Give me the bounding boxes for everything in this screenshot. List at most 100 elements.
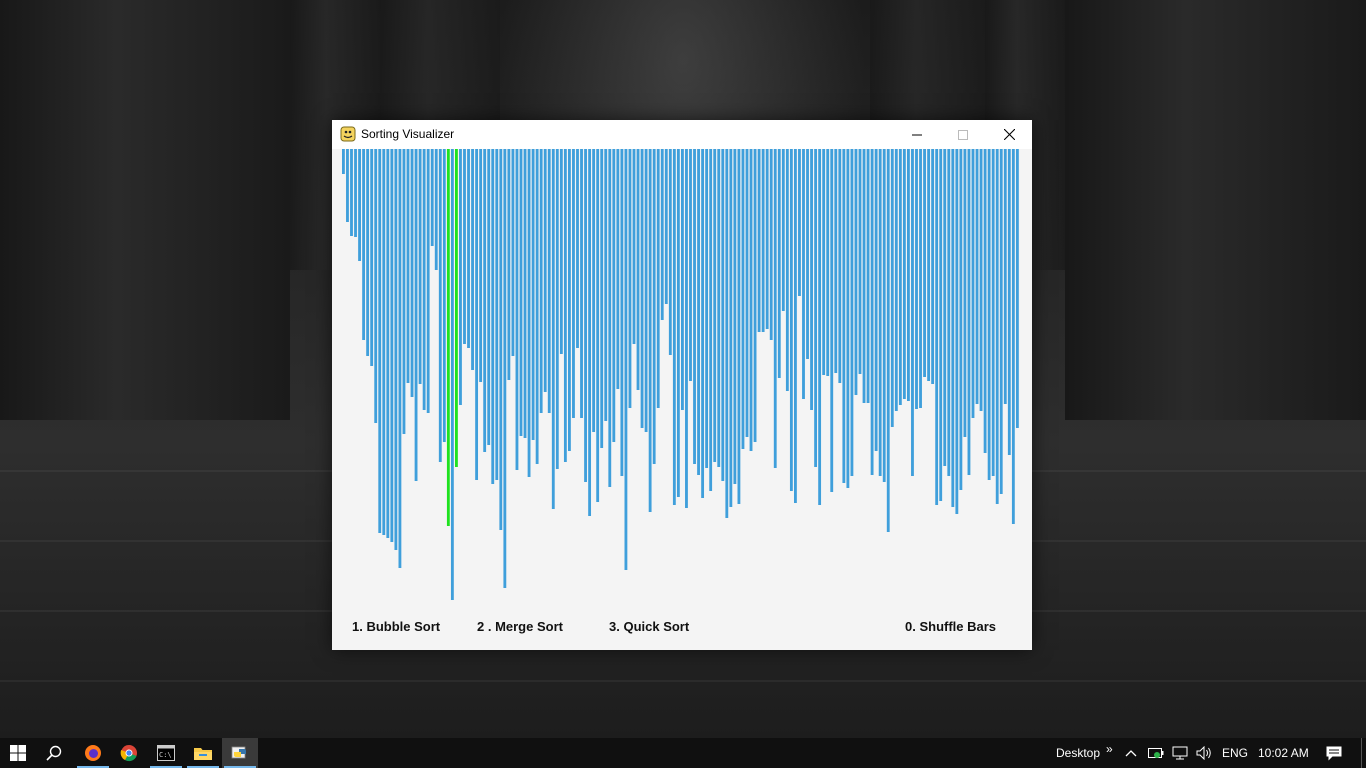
show-desktop-button[interactable]	[1361, 738, 1366, 768]
value-bar	[717, 149, 721, 467]
value-bar	[430, 149, 434, 246]
value-bar	[846, 149, 850, 488]
value-bar	[701, 149, 705, 498]
value-bar	[1011, 149, 1015, 524]
value-bar	[390, 149, 394, 542]
value-bar	[765, 149, 769, 329]
value-bar	[604, 149, 608, 421]
value-bar	[386, 149, 390, 538]
value-bar	[854, 149, 858, 395]
value-bar	[531, 149, 535, 440]
value-bar	[382, 149, 386, 535]
value-bar	[789, 149, 793, 491]
value-bar	[979, 149, 983, 411]
chrome-icon	[120, 745, 137, 762]
value-bar	[342, 149, 345, 174]
value-bar	[858, 149, 862, 374]
merge-sort-option[interactable]: 2 . Merge Sort	[477, 619, 563, 634]
show-hidden-icons-button[interactable]	[1120, 738, 1142, 768]
firefox-icon	[85, 745, 101, 761]
value-bar	[672, 149, 676, 505]
window-titlebar[interactable]: Sorting Visualizer	[332, 120, 1032, 149]
value-bar	[442, 149, 446, 442]
value-bar	[640, 149, 644, 428]
clock-time[interactable]: 10:02 AM	[1258, 746, 1309, 760]
bars-area	[342, 149, 1019, 600]
value-bar	[467, 149, 470, 348]
value-bar	[608, 149, 612, 487]
value-bar	[911, 149, 914, 476]
search-button[interactable]	[36, 738, 72, 768]
value-bar	[632, 149, 636, 344]
network-tray-button[interactable]	[1168, 738, 1192, 768]
maximize-button[interactable]	[940, 120, 986, 149]
start-button[interactable]	[0, 738, 36, 768]
desktop-toolbar-label[interactable]: Desktop	[1056, 746, 1101, 760]
bubble-sort-option[interactable]: 1. Bubble Sort	[352, 619, 441, 634]
value-bar	[681, 149, 684, 410]
value-bar	[963, 149, 967, 437]
value-bar	[685, 149, 688, 508]
quick-sort-option[interactable]: 3. Quick Sort	[609, 619, 690, 634]
value-bar	[955, 149, 959, 514]
value-bar	[362, 149, 366, 340]
value-bar	[450, 149, 454, 600]
action-center-button[interactable]	[1316, 738, 1352, 768]
battery-charging-icon	[1148, 748, 1164, 758]
input-language[interactable]: ENG	[1222, 746, 1249, 760]
value-bar	[584, 149, 587, 482]
highlighted-bar	[455, 149, 458, 467]
value-bar	[931, 149, 935, 384]
value-bar	[479, 149, 483, 382]
value-bar	[987, 149, 991, 480]
value-bar	[426, 149, 430, 413]
close-button[interactable]	[986, 120, 1032, 149]
value-bar	[971, 149, 975, 418]
taskbar-app-terminal[interactable]: C:\	[148, 738, 184, 768]
battery-tray-button[interactable]	[1144, 738, 1168, 768]
value-bar	[519, 149, 523, 436]
svg-text:C:\: C:\	[159, 751, 172, 759]
value-bar	[366, 149, 370, 356]
taskbar-app-firefox[interactable]	[75, 738, 111, 768]
value-bar	[761, 149, 765, 332]
window-title: Sorting Visualizer	[361, 127, 455, 141]
wallpaper-floor-line	[0, 680, 1366, 682]
value-bar	[592, 149, 596, 432]
value-bar	[939, 149, 943, 501]
toolbar-chevron[interactable]: »	[1106, 742, 1113, 756]
value-bar	[354, 149, 357, 237]
sorting-visualizer-window[interactable]: Sorting Visualizer 1. Bubble Sort 2 . Me…	[332, 120, 1032, 650]
visualizer-canvas[interactable]: 1. Bubble Sort 2 . Merge Sort 3. Quick S…	[332, 149, 1032, 650]
value-bar	[616, 149, 620, 389]
value-bar	[773, 149, 777, 468]
value-bar	[689, 149, 692, 381]
value-bar	[729, 149, 733, 507]
value-bar	[620, 149, 624, 476]
taskbar-app-python[interactable]	[222, 738, 258, 768]
value-bar	[838, 149, 842, 383]
value-bar	[664, 149, 668, 304]
value-bar	[580, 149, 583, 418]
value-bar	[753, 149, 757, 442]
value-bar	[870, 149, 874, 475]
running-indicator	[187, 766, 219, 768]
value-bar	[818, 149, 822, 505]
value-bar	[721, 149, 725, 481]
shuffle-bars-option[interactable]: 0. Shuffle Bars	[905, 619, 997, 634]
value-bar	[866, 149, 870, 403]
value-bar	[559, 149, 563, 354]
value-bar	[882, 149, 886, 482]
taskbar-app-chrome[interactable]	[111, 738, 147, 768]
volume-tray-button[interactable]	[1192, 738, 1216, 768]
python-icon	[231, 746, 246, 759]
value-bar	[624, 149, 628, 570]
minimize-button[interactable]	[894, 120, 940, 149]
value-bar	[915, 149, 918, 409]
search-icon	[46, 745, 62, 761]
taskbar-app-file-explorer[interactable]	[185, 738, 221, 768]
minimize-icon	[912, 134, 922, 135]
close-icon	[1003, 129, 1015, 140]
value-bar	[471, 149, 474, 370]
value-bar	[499, 149, 503, 530]
